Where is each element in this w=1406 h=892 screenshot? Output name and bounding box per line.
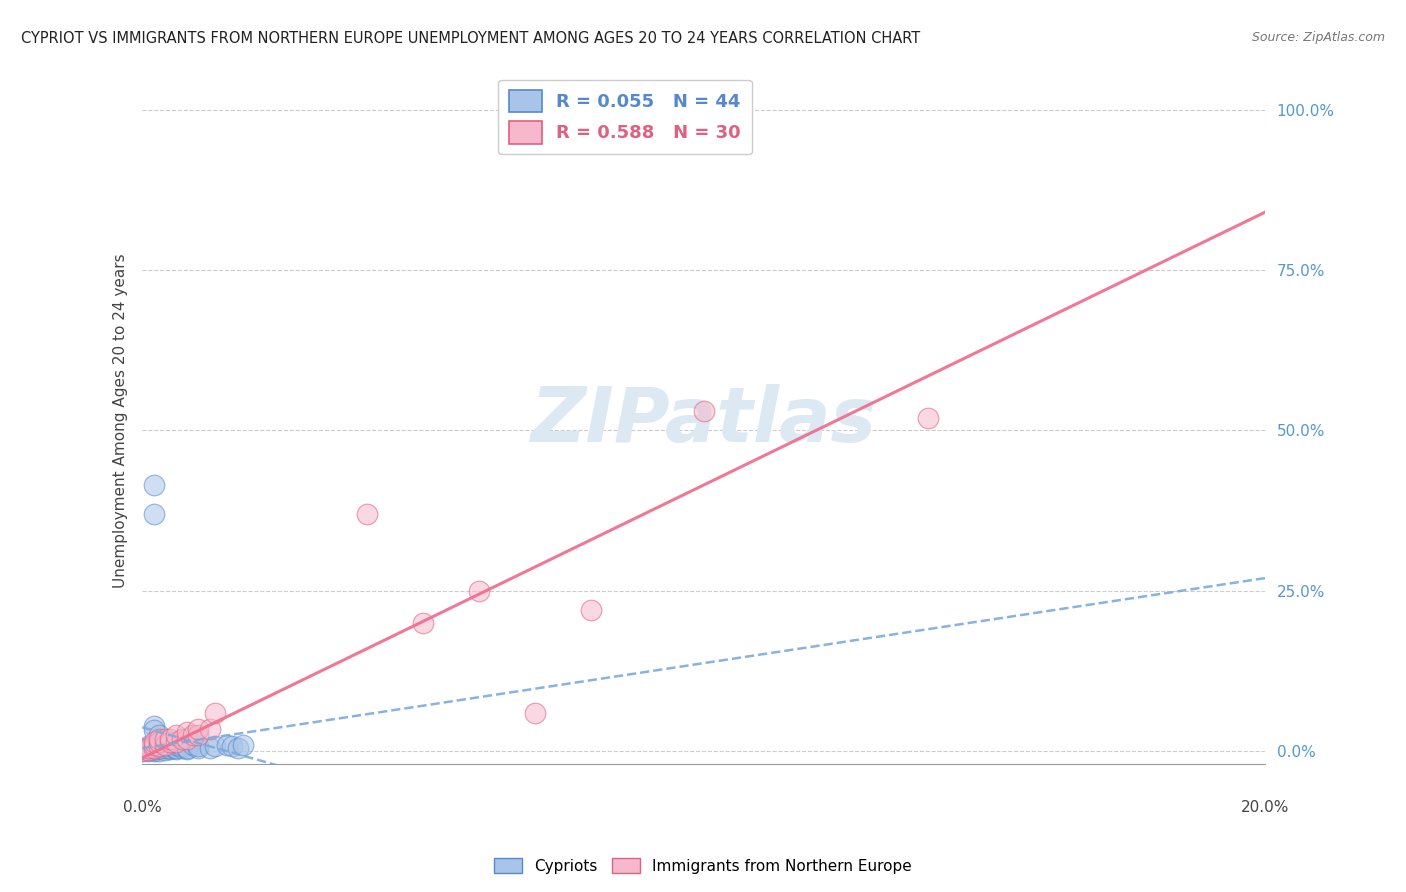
Point xyxy=(468,583,491,598)
Point xyxy=(176,741,198,756)
Point xyxy=(142,741,165,756)
Point xyxy=(198,741,221,756)
Point xyxy=(148,741,170,756)
Point xyxy=(148,735,170,749)
Point xyxy=(142,744,165,758)
Point xyxy=(176,725,198,739)
Point xyxy=(153,738,176,752)
Point xyxy=(142,478,165,492)
Point xyxy=(159,735,181,749)
Point xyxy=(142,719,165,733)
Point xyxy=(412,615,434,630)
Point xyxy=(181,728,204,742)
Point xyxy=(692,404,714,418)
Point xyxy=(153,743,176,757)
Text: CYPRIOT VS IMMIGRANTS FROM NORTHERN EUROPE UNEMPLOYMENT AMONG AGES 20 TO 24 YEAR: CYPRIOT VS IMMIGRANTS FROM NORTHERN EURO… xyxy=(21,31,921,46)
Point xyxy=(136,743,159,757)
Point xyxy=(226,741,249,756)
Text: ZIPatlas: ZIPatlas xyxy=(530,384,876,458)
Point xyxy=(148,739,170,754)
Point xyxy=(131,743,153,757)
Point xyxy=(142,743,165,757)
Point xyxy=(148,728,170,742)
Point xyxy=(187,728,209,742)
Point xyxy=(215,738,238,752)
Point xyxy=(148,739,170,754)
Point xyxy=(148,742,170,756)
Point xyxy=(165,741,187,756)
Point xyxy=(187,739,209,754)
Point xyxy=(198,722,221,736)
Point xyxy=(221,739,243,754)
Point xyxy=(142,738,165,752)
Legend: Cypriots, Immigrants from Northern Europe: Cypriots, Immigrants from Northern Europ… xyxy=(488,852,918,880)
Text: Source: ZipAtlas.com: Source: ZipAtlas.com xyxy=(1251,31,1385,45)
Point xyxy=(159,739,181,754)
Point xyxy=(131,744,153,758)
Legend: R = 0.055   N = 44, R = 0.588   N = 30: R = 0.055 N = 44, R = 0.588 N = 30 xyxy=(499,79,752,154)
Point xyxy=(165,735,187,749)
Point xyxy=(232,738,254,752)
Point xyxy=(136,739,159,754)
Point xyxy=(176,742,198,756)
Point xyxy=(136,743,159,757)
Point xyxy=(356,507,378,521)
Point xyxy=(917,410,939,425)
Point xyxy=(187,722,209,736)
Point xyxy=(142,738,165,752)
Point xyxy=(581,603,603,617)
Point xyxy=(142,507,165,521)
Point xyxy=(153,731,176,746)
Point xyxy=(165,728,187,742)
Point xyxy=(148,744,170,758)
Point xyxy=(131,744,153,758)
Point xyxy=(159,742,181,756)
Point xyxy=(136,744,159,758)
Point xyxy=(204,706,226,720)
Text: 0.0%: 0.0% xyxy=(122,799,162,814)
Point xyxy=(153,738,176,752)
Y-axis label: Unemployment Among Ages 20 to 24 years: Unemployment Among Ages 20 to 24 years xyxy=(114,253,128,588)
Point xyxy=(131,742,153,756)
Point xyxy=(142,741,165,756)
Point xyxy=(148,731,170,746)
Point xyxy=(176,731,198,746)
Point xyxy=(131,742,153,756)
Point xyxy=(204,739,226,754)
Point xyxy=(142,723,165,738)
Point xyxy=(159,731,181,746)
Point xyxy=(159,741,181,756)
Point xyxy=(136,741,159,756)
Point xyxy=(153,741,176,756)
Point xyxy=(165,738,187,752)
Point xyxy=(187,741,209,756)
Point xyxy=(524,706,547,720)
Point xyxy=(142,735,165,749)
Text: 20.0%: 20.0% xyxy=(1240,799,1289,814)
Point xyxy=(142,742,165,756)
Point xyxy=(170,739,193,754)
Point xyxy=(136,741,159,756)
Point xyxy=(170,741,193,756)
Point xyxy=(170,731,193,746)
Point xyxy=(165,742,187,756)
Point xyxy=(181,738,204,752)
